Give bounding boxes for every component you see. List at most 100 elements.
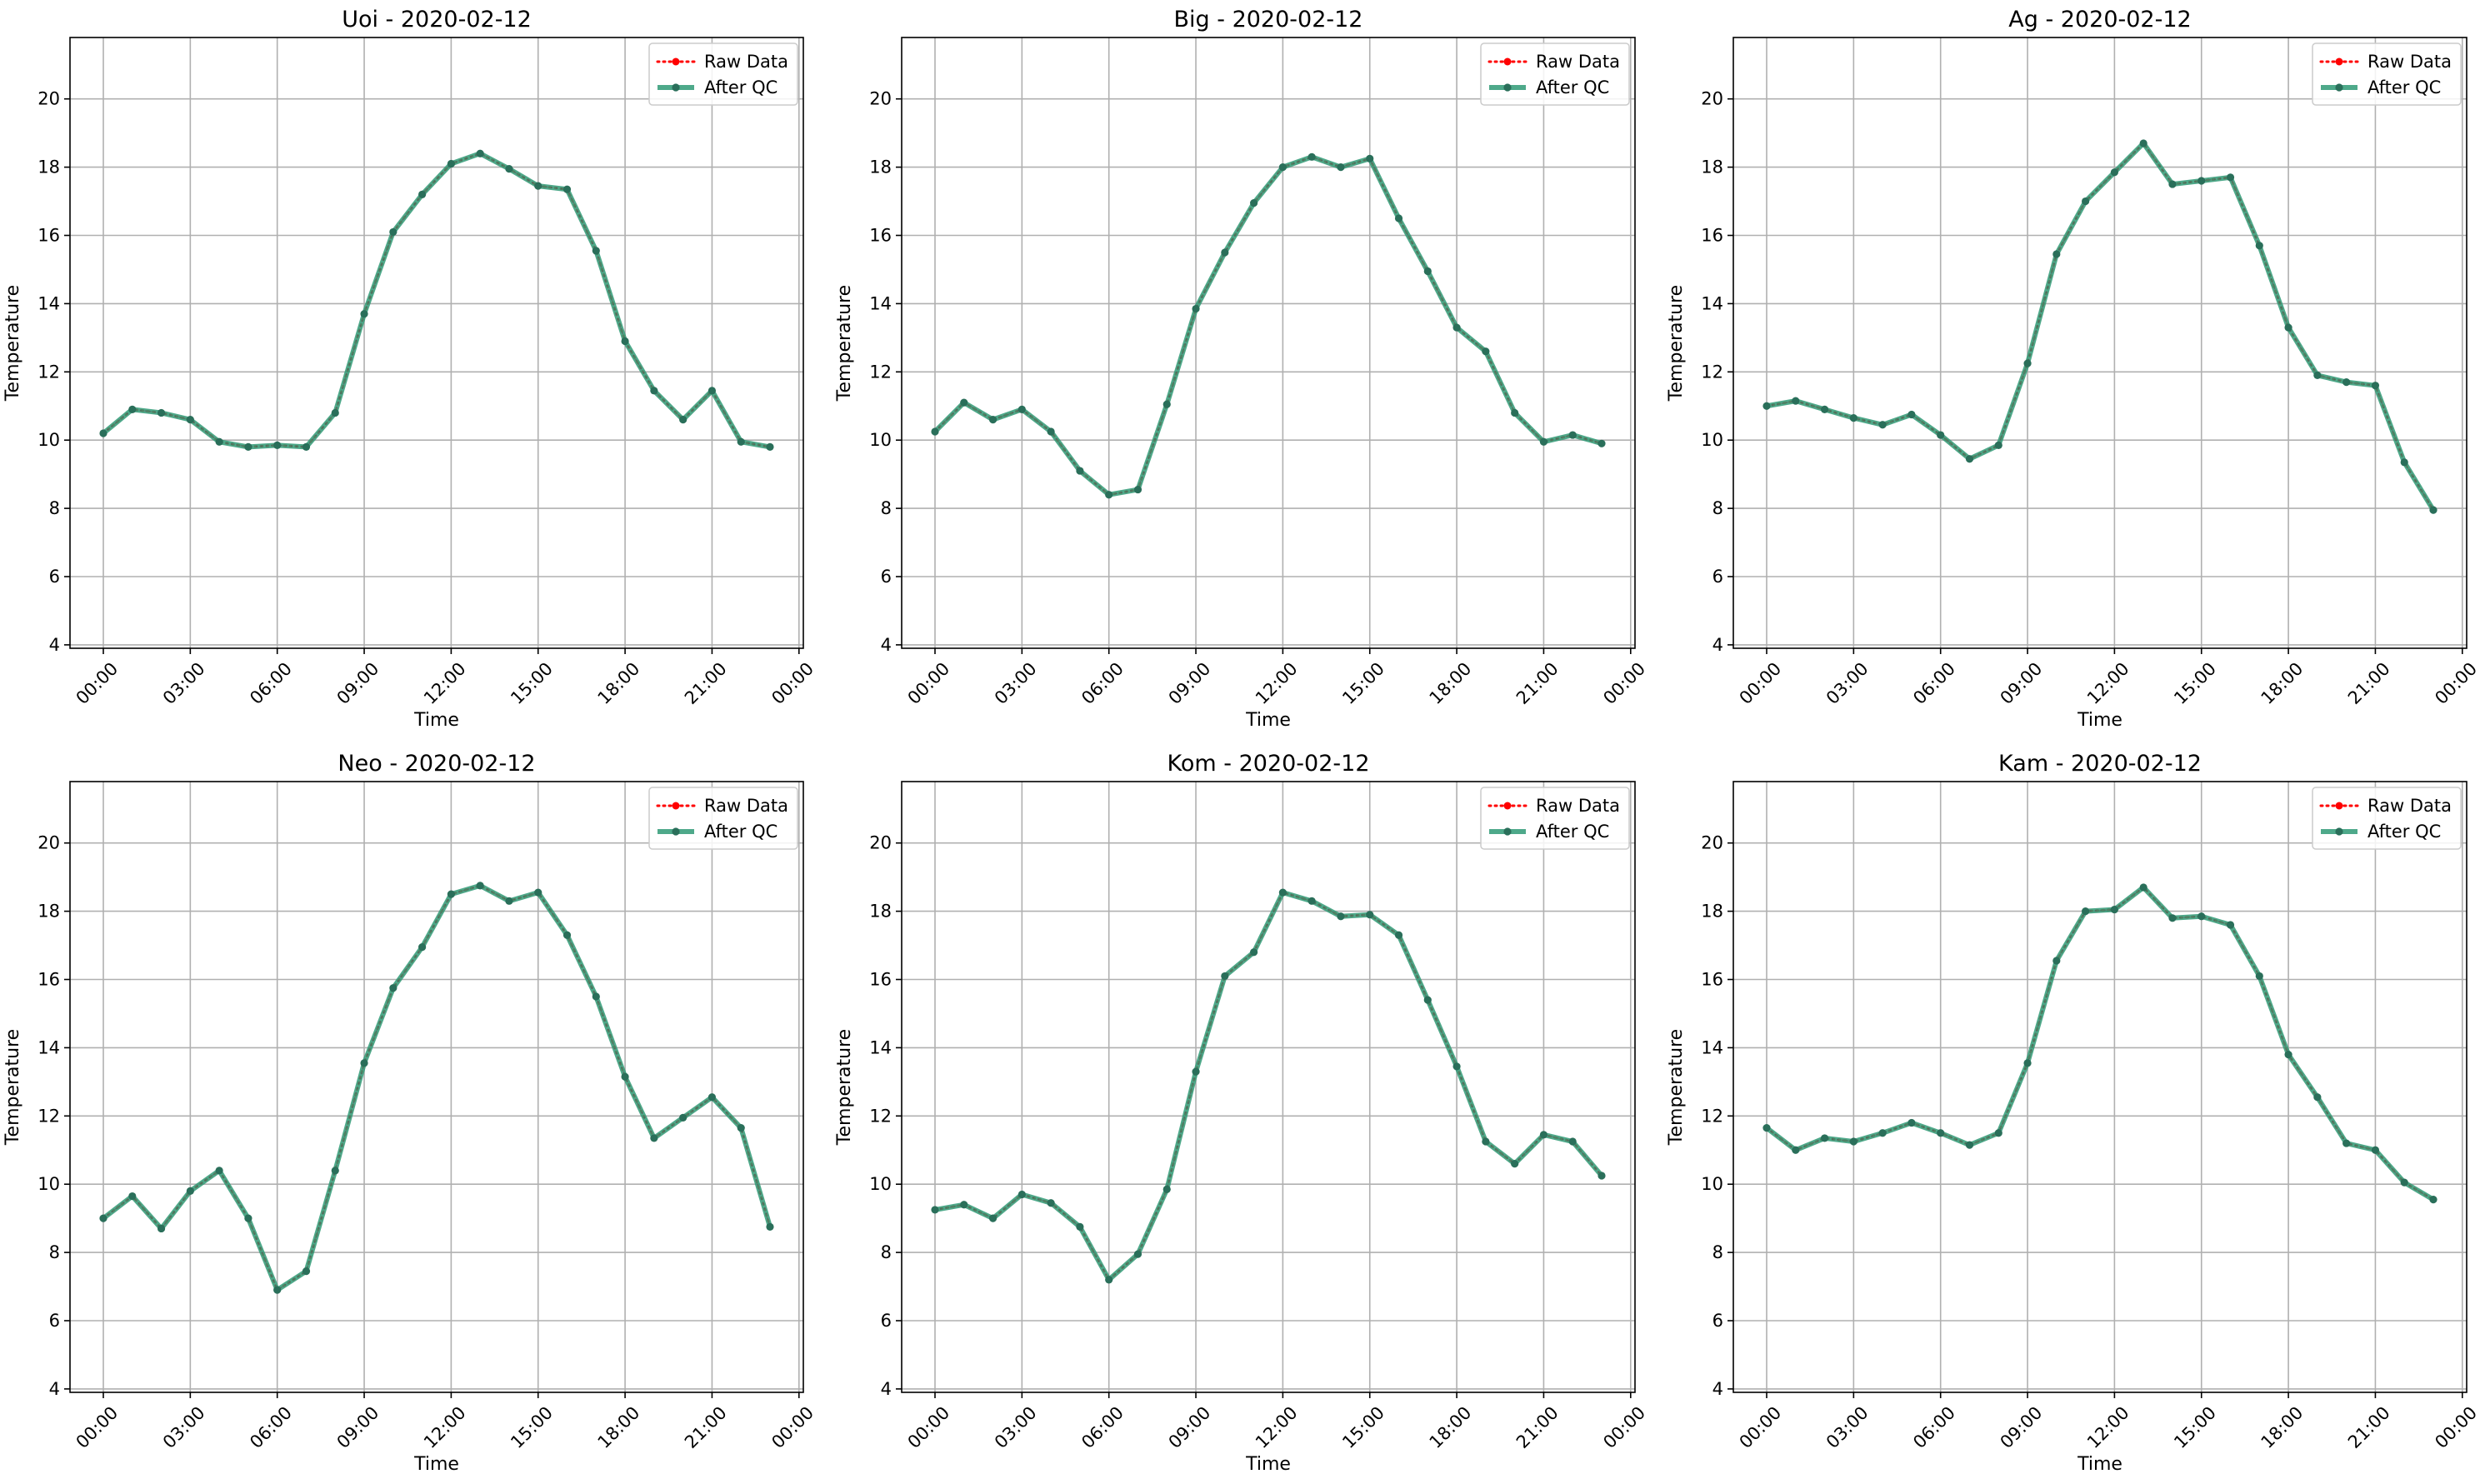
legend-label-after-qc: After QC (704, 77, 778, 97)
data-point (1452, 1062, 1461, 1071)
y-tick-label: 10 (869, 1174, 892, 1194)
x-tick-label: 12:00 (420, 658, 470, 708)
x-tick-label: 00:00 (1599, 658, 1649, 708)
y-tick-label: 4 (1712, 635, 1723, 655)
data-point (1221, 248, 1229, 257)
data-point (1965, 455, 1974, 463)
data-point (1250, 948, 1258, 957)
y-tick-label: 6 (1712, 1311, 1723, 1331)
data-point (2400, 1178, 2408, 1187)
legend-marker-after-qc (1503, 83, 1512, 92)
series-after-qc-line (934, 890, 1604, 1282)
data-point (1133, 1250, 1142, 1258)
x-tick-label: 15:00 (507, 658, 557, 708)
y-tick-label: 20 (38, 833, 60, 853)
data-point (1568, 431, 1577, 439)
x-tick-label: 03:00 (159, 1402, 209, 1452)
data-point (157, 1224, 166, 1233)
x-tick-label: 09:00 (1165, 658, 1215, 708)
x-tick-label: 00:00 (72, 658, 122, 708)
legend-label-after-qc: After QC (1536, 77, 1609, 97)
data-point (1366, 154, 1374, 162)
legend-marker-after-qc (2335, 83, 2343, 92)
data-point (2371, 382, 2380, 390)
y-tick-label: 16 (38, 226, 60, 246)
data-point (2023, 1059, 2032, 1067)
data-point (708, 387, 717, 395)
data-point (1878, 1129, 1887, 1137)
y-axis-label: Temperature (2, 285, 23, 402)
grid (902, 782, 1635, 1392)
axes-frame (69, 37, 804, 649)
x-axis-label: Time (2077, 710, 2122, 731)
data-point (476, 882, 484, 890)
data-point (2139, 139, 2148, 147)
data-point (1965, 1141, 1974, 1149)
chart-title: Neo - 2020-02-12 (338, 751, 535, 777)
series-raw-data-line (933, 155, 1603, 497)
x-tick-label: 15:00 (1338, 1402, 1388, 1452)
data-point (244, 1214, 252, 1222)
data-point (2342, 377, 2351, 387)
legend-label-raw-data: Raw Data (704, 52, 788, 72)
x-tick-label: 12:00 (420, 1402, 470, 1452)
y-tick-label: 10 (38, 1174, 60, 1194)
data-point (1394, 931, 1403, 939)
legend-marker-after-qc (672, 83, 680, 92)
data-point (1908, 1118, 1916, 1127)
data-point (562, 931, 572, 939)
axes-frame (69, 781, 804, 1393)
x-axis-label: Time (1245, 710, 1291, 731)
series-after-qc-line (1765, 884, 2435, 1202)
x-tick-label: 18:00 (594, 1402, 644, 1452)
legend: Raw Data After QC (648, 42, 798, 106)
data-point (1105, 1276, 1113, 1284)
data-point (1192, 304, 1200, 313)
data-point (2110, 168, 2118, 177)
data-point (988, 416, 998, 424)
x-tick-label: 18:00 (594, 658, 644, 708)
data-point (1878, 421, 1887, 429)
y-tick-label: 6 (49, 1311, 60, 1331)
data-point (1482, 1137, 1490, 1146)
data-point (737, 437, 745, 446)
x-tick-label: 03:00 (1822, 658, 1872, 708)
x-tick-label: 00:00 (904, 1402, 954, 1452)
data-point (1849, 1137, 1858, 1146)
data-point (2429, 506, 2438, 514)
data-point (447, 890, 455, 898)
data-point (650, 387, 658, 395)
data-point (960, 398, 968, 407)
x-tick-label: 18:00 (1426, 1402, 1476, 1452)
data-point (1568, 1137, 1577, 1146)
data-point (1994, 441, 2002, 449)
data-point (592, 247, 600, 255)
data-point (1133, 485, 1142, 494)
data-point (2198, 177, 2206, 185)
data-point (418, 190, 427, 198)
x-tick-label: 06:00 (246, 658, 296, 708)
data-point (2168, 914, 2177, 922)
data-point (2226, 173, 2235, 182)
axes-frame (901, 781, 1636, 1393)
x-tick-label: 09:00 (333, 658, 383, 708)
data-point (1162, 400, 1171, 408)
data-point (534, 182, 542, 190)
x-tick-label: 06:00 (1909, 1402, 1959, 1452)
x-tick-label: 00:00 (768, 658, 818, 708)
y-tick-label: 20 (38, 89, 60, 109)
x-tick-label: 06:00 (1078, 1402, 1128, 1452)
data-point (534, 888, 542, 897)
legend: Raw Data After QC (2312, 42, 2462, 106)
data-point (360, 310, 368, 318)
data-point (1192, 1067, 1200, 1076)
legend-marker-raw-data (672, 57, 680, 66)
x-tick-label: 00:00 (1736, 658, 1786, 708)
x-tick-label: 12:00 (2083, 658, 2133, 708)
x-tick-label: 15:00 (1338, 658, 1388, 708)
data-point (244, 442, 252, 451)
y-axis-label: Temperature (834, 1029, 855, 1146)
y-tick-label: 12 (869, 362, 892, 382)
legend-label-raw-data: Raw Data (704, 796, 788, 816)
data-point (1539, 437, 1548, 446)
